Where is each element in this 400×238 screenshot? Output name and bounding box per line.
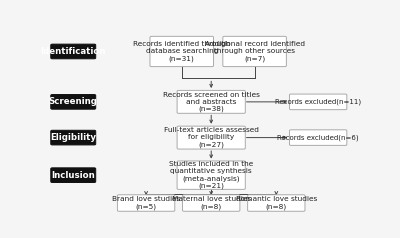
FancyBboxPatch shape: [51, 168, 96, 183]
FancyBboxPatch shape: [51, 94, 96, 109]
FancyBboxPatch shape: [290, 130, 347, 145]
Text: Screening: Screening: [49, 97, 98, 106]
Text: Records screened on titles
and abstracts
(n=38): Records screened on titles and abstracts…: [163, 92, 260, 112]
Text: Records identified through
database searching
(n=31): Records identified through database sear…: [133, 41, 230, 62]
Text: Inclusion: Inclusion: [51, 171, 95, 180]
FancyBboxPatch shape: [182, 195, 240, 211]
FancyBboxPatch shape: [51, 44, 96, 59]
Text: Maternal love studies
(n=8): Maternal love studies (n=8): [172, 196, 251, 210]
Text: Romantic love studies
(n=8): Romantic love studies (n=8): [236, 196, 317, 210]
FancyBboxPatch shape: [177, 90, 245, 113]
FancyBboxPatch shape: [248, 195, 305, 211]
Text: Eligibility: Eligibility: [50, 133, 96, 142]
Text: Records excluded(n=11): Records excluded(n=11): [275, 99, 361, 105]
Text: Full-text articles assessed
for eligibility
(n=27): Full-text articles assessed for eligibil…: [164, 127, 259, 148]
FancyBboxPatch shape: [290, 94, 347, 110]
Text: Brand love studies
(n=5): Brand love studies (n=5): [112, 196, 180, 210]
Text: Additional record identified
through other sources
(n=7): Additional record identified through oth…: [205, 41, 305, 62]
FancyBboxPatch shape: [118, 195, 175, 211]
FancyBboxPatch shape: [51, 130, 96, 145]
FancyBboxPatch shape: [150, 36, 214, 67]
Text: Records excluded(n=6): Records excluded(n=6): [277, 134, 359, 141]
Text: Studies included in the
quantitative synthesis
(meta-analysis)
(n=21): Studies included in the quantitative syn…: [169, 161, 253, 189]
FancyBboxPatch shape: [177, 126, 245, 149]
Text: Identification: Identification: [40, 47, 106, 56]
FancyBboxPatch shape: [177, 161, 245, 189]
FancyBboxPatch shape: [223, 36, 286, 67]
